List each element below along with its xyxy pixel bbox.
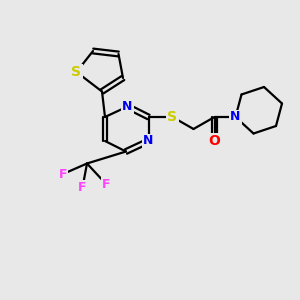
Text: N: N (230, 110, 241, 124)
Text: F: F (102, 178, 111, 191)
Text: F: F (59, 167, 67, 181)
Text: F: F (78, 181, 87, 194)
Text: N: N (122, 100, 133, 113)
Text: S: S (71, 65, 82, 79)
Text: N: N (143, 134, 154, 148)
Text: O: O (208, 134, 220, 148)
Text: S: S (167, 110, 178, 124)
